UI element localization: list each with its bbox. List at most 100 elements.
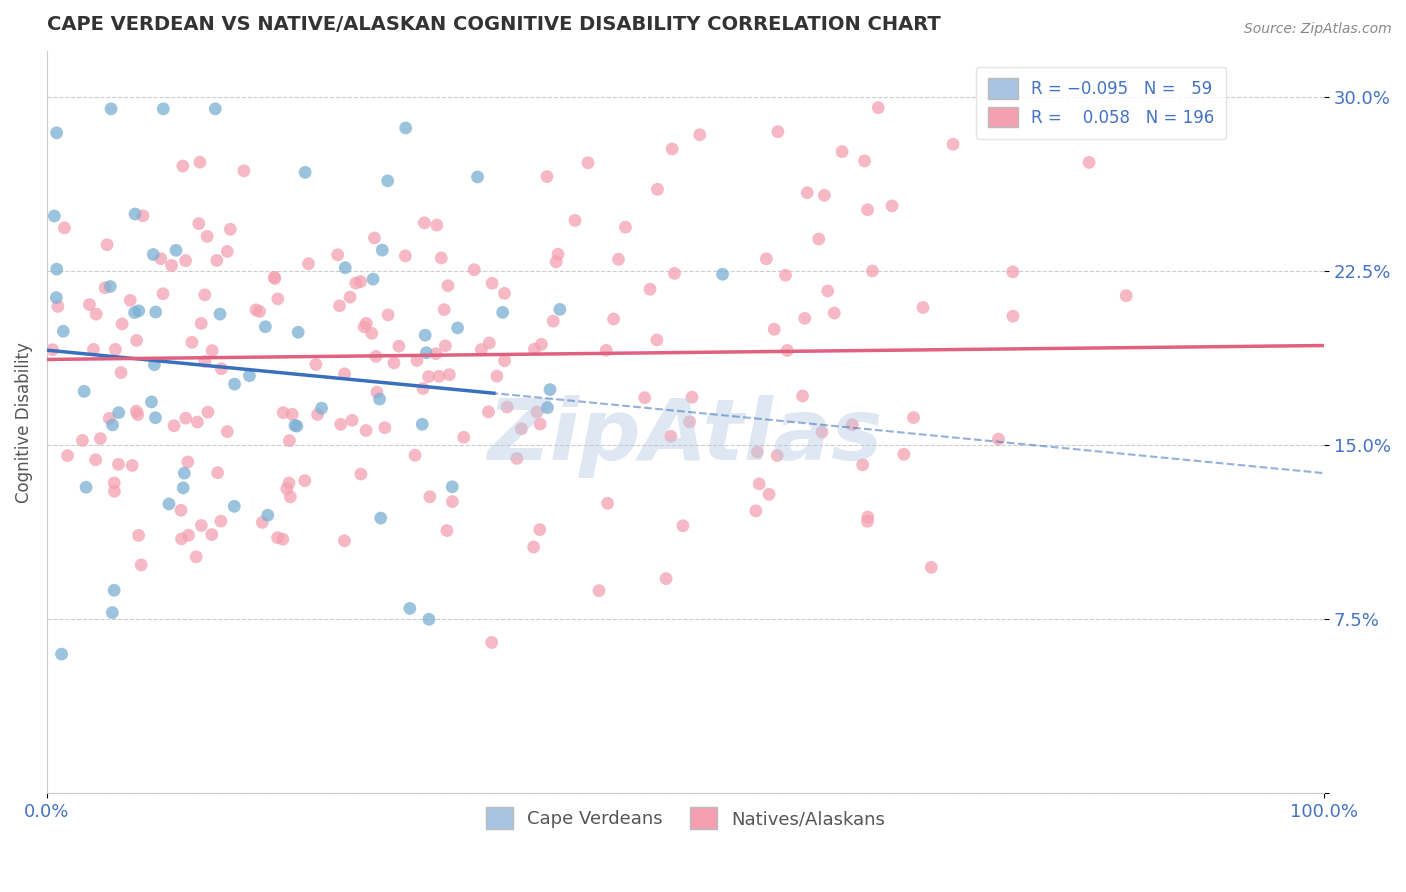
Point — [278, 475, 301, 490]
Point — [197, 405, 219, 419]
Point — [172, 481, 194, 495]
Point — [101, 606, 124, 620]
Point — [412, 381, 434, 395]
Point — [53, 220, 76, 235]
Point — [406, 353, 429, 368]
Point — [1001, 265, 1024, 279]
Point — [89, 432, 111, 446]
Point — [607, 252, 630, 267]
Point — [382, 356, 405, 370]
Point — [856, 514, 879, 528]
Point — [813, 188, 835, 202]
Point — [467, 169, 489, 184]
Point — [311, 401, 333, 416]
Point — [418, 612, 440, 626]
Point — [256, 508, 278, 523]
Point — [433, 302, 456, 317]
Text: CAPE VERDEAN VS NATIVE/ALASKAN COGNITIVE DISABILITY CORRELATION CHART: CAPE VERDEAN VS NATIVE/ALASKAN COGNITIVE… — [46, 15, 941, 34]
Point — [145, 305, 167, 319]
Point — [807, 232, 830, 246]
Point — [267, 292, 290, 306]
Point — [160, 259, 183, 273]
Point — [681, 390, 703, 404]
Point — [201, 527, 224, 541]
Point — [180, 335, 202, 350]
Point — [190, 518, 212, 533]
Point — [285, 419, 308, 434]
Point — [278, 490, 301, 504]
Point — [370, 511, 392, 525]
Point — [1001, 309, 1024, 323]
Point — [481, 277, 503, 291]
Point — [425, 347, 447, 361]
Point — [56, 449, 79, 463]
Point — [83, 343, 105, 357]
Point — [187, 217, 209, 231]
Point — [264, 271, 287, 285]
Point — [252, 516, 274, 530]
Point — [596, 496, 619, 510]
Point — [496, 400, 519, 414]
Point — [124, 305, 146, 319]
Point — [404, 448, 426, 462]
Point — [536, 169, 558, 184]
Point — [45, 262, 67, 277]
Point — [79, 297, 101, 311]
Point — [831, 145, 853, 159]
Point — [294, 165, 316, 179]
Point — [645, 333, 668, 347]
Point — [614, 220, 637, 235]
Point — [201, 343, 224, 358]
Point — [107, 458, 129, 472]
Point — [745, 504, 768, 518]
Point — [103, 484, 125, 499]
Point — [127, 408, 149, 422]
Point — [157, 497, 180, 511]
Point — [143, 358, 166, 372]
Point — [278, 434, 301, 448]
Point — [856, 510, 879, 524]
Point — [638, 282, 661, 296]
Text: Source: ZipAtlas.com: Source: ZipAtlas.com — [1244, 22, 1392, 37]
Point — [307, 408, 329, 422]
Y-axis label: Cognitive Disability: Cognitive Disability — [15, 342, 32, 502]
Point — [776, 343, 799, 358]
Point — [576, 155, 599, 169]
Point — [188, 155, 211, 169]
Point — [426, 218, 449, 232]
Point — [536, 401, 558, 415]
Point — [73, 384, 96, 399]
Point — [655, 572, 678, 586]
Point — [45, 291, 67, 305]
Point — [661, 142, 683, 156]
Point — [45, 126, 67, 140]
Point — [145, 410, 167, 425]
Point — [427, 369, 450, 384]
Point — [987, 432, 1010, 446]
Point — [437, 278, 460, 293]
Point — [377, 174, 399, 188]
Point — [186, 415, 208, 429]
Point — [436, 524, 458, 538]
Point — [530, 337, 553, 351]
Point — [104, 343, 127, 357]
Point — [478, 335, 501, 350]
Point — [368, 392, 391, 406]
Point — [72, 434, 94, 448]
Point — [529, 523, 551, 537]
Point — [911, 301, 934, 315]
Point — [678, 415, 700, 429]
Point — [232, 164, 254, 178]
Point — [411, 417, 433, 432]
Point — [446, 321, 468, 335]
Point — [254, 319, 277, 334]
Point — [207, 466, 229, 480]
Point — [485, 369, 508, 384]
Point — [100, 102, 122, 116]
Point — [44, 209, 66, 223]
Point — [141, 395, 163, 409]
Point — [419, 490, 441, 504]
Point — [249, 304, 271, 318]
Point — [758, 487, 780, 501]
Point — [755, 252, 778, 266]
